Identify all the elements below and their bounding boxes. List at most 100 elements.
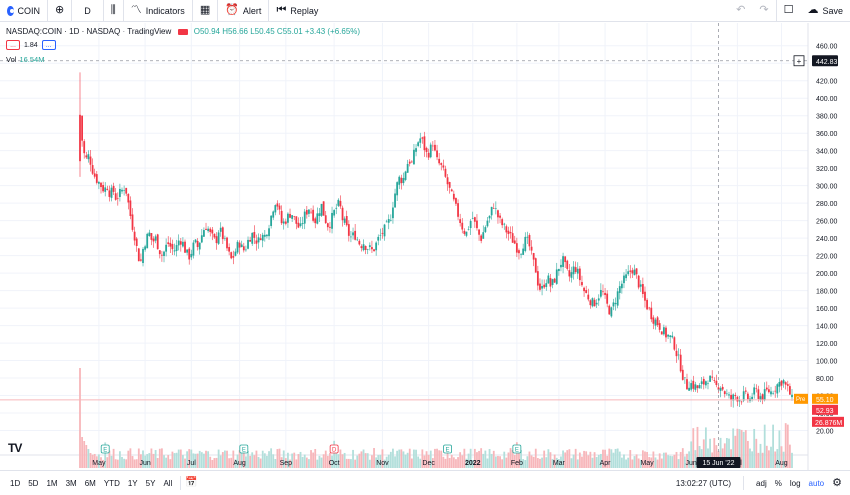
volume-bar	[518, 452, 520, 468]
interval-button[interactable]: D	[72, 0, 104, 22]
volume-bar	[612, 452, 615, 468]
volume-bar	[184, 458, 186, 468]
volume-bar	[629, 450, 632, 468]
volume-bar	[709, 438, 711, 468]
volume-bar	[383, 459, 386, 468]
volume-bar	[106, 457, 109, 468]
candle-body	[557, 268, 560, 272]
volume-bar	[635, 454, 638, 468]
candle-body	[368, 245, 371, 247]
volume-bar	[623, 454, 625, 468]
volume-bar	[209, 456, 212, 468]
volume-legend-value: 16.54M	[19, 55, 45, 64]
range-6m[interactable]: 6M	[84, 478, 96, 488]
event-marker[interactable]	[329, 444, 339, 454]
volume-bar	[226, 450, 228, 468]
volume-bar	[536, 458, 539, 468]
event-marker[interactable]	[239, 444, 249, 454]
candle-body	[230, 252, 233, 259]
candle-body	[570, 272, 573, 278]
volume-bar	[646, 452, 648, 468]
range-1m[interactable]: 1M	[46, 478, 58, 488]
candle-body	[562, 256, 564, 267]
redo-button[interactable]: ↷	[752, 0, 777, 22]
indicators-button[interactable]: 〽 Indicators	[124, 0, 193, 22]
range-5d[interactable]: 5D	[28, 478, 39, 488]
replay-label: Replay	[290, 5, 319, 16]
compare-button[interactable]: ⊕	[48, 0, 73, 22]
volume-bar	[95, 456, 98, 468]
candle-body	[480, 235, 483, 241]
candle-body	[528, 235, 531, 247]
volume-bar	[308, 459, 310, 468]
range-5y[interactable]: 5Y	[145, 478, 156, 488]
alert-button[interactable]: ⏰ Alert	[218, 0, 270, 22]
candle-body	[656, 317, 659, 326]
auto-toggle[interactable]: auto	[808, 478, 825, 488]
candle-body	[612, 302, 615, 307]
candle-body	[165, 244, 168, 252]
range-ytd[interactable]: YTD	[103, 478, 120, 488]
candle-body	[167, 242, 170, 244]
volume-bar	[784, 423, 787, 468]
close-price-box	[812, 404, 838, 415]
range-3m[interactable]: 3M	[65, 478, 77, 488]
volume-bar	[585, 451, 588, 468]
range-all[interactable]: All	[163, 478, 173, 488]
replay-button[interactable]: ⏮ Replay	[269, 0, 325, 22]
candle-body	[457, 203, 459, 217]
volume-bar	[274, 459, 277, 468]
undo-icon: ↶	[736, 4, 746, 16]
candle-body	[545, 283, 548, 288]
price-chart[interactable]: 460.00440.00420.00400.00380.00360.00340.…	[0, 23, 850, 470]
add-alert-plus-icon[interactable]	[793, 55, 805, 67]
calendar-icon[interactable]: 📅	[185, 477, 198, 488]
candle-body	[198, 242, 201, 250]
tradingview-logo-icon[interactable]: TV	[8, 441, 22, 455]
x-tick-label: Aug	[775, 460, 788, 467]
current-price-box	[812, 393, 838, 404]
chart-type-button[interactable]: ⫼	[104, 0, 124, 22]
volume-bar	[385, 456, 388, 468]
candle-body	[547, 275, 550, 284]
volume-bar	[282, 450, 285, 468]
event-marker[interactable]	[100, 444, 110, 454]
sell-button[interactable]: ...	[6, 40, 20, 50]
chart-pane[interactable]: 460.00440.00420.00400.00380.00360.00340.…	[0, 23, 850, 470]
settings-gear-icon[interactable]: ⚙	[832, 476, 842, 489]
candle-body	[276, 203, 279, 207]
range-1d[interactable]: 1D	[10, 478, 21, 488]
volume-bar	[570, 458, 573, 468]
buy-button[interactable]: ...	[41, 40, 56, 50]
adj-toggle[interactable]: adj	[756, 478, 767, 488]
candle-body	[406, 163, 409, 173]
volume-bar	[788, 444, 791, 468]
candle-body	[121, 189, 123, 192]
candle-body	[314, 218, 317, 224]
layout-button[interactable]: ▦	[193, 0, 219, 22]
volume-bar	[125, 459, 128, 468]
volume-bar	[639, 459, 642, 468]
percent-toggle[interactable]: %	[774, 478, 782, 488]
candle-body	[620, 283, 623, 289]
undo-button[interactable]: ↶	[729, 0, 752, 22]
range-1y[interactable]: 1Y	[127, 478, 138, 488]
volume-bar	[776, 449, 779, 468]
candle-body	[534, 258, 537, 273]
log-toggle[interactable]: log	[789, 478, 801, 488]
save-button[interactable]: ☁ Save	[800, 0, 850, 22]
volume-bar	[671, 456, 674, 468]
volume-bar	[350, 459, 352, 468]
volume-bar	[253, 455, 256, 468]
symbol-search-button[interactable]: COIN	[0, 0, 48, 22]
event-marker[interactable]	[512, 444, 522, 454]
event-marker[interactable]	[443, 444, 452, 454]
clock-time[interactable]: 13:02:27 (UTC)	[675, 478, 732, 488]
volume-bar	[402, 451, 405, 468]
volume-bar	[81, 437, 84, 468]
candle-body	[593, 299, 596, 307]
candle-body	[614, 303, 617, 305]
volume-bar	[240, 450, 243, 468]
fullscreen-button[interactable]: ☐	[777, 0, 801, 22]
candle-body	[652, 317, 655, 324]
